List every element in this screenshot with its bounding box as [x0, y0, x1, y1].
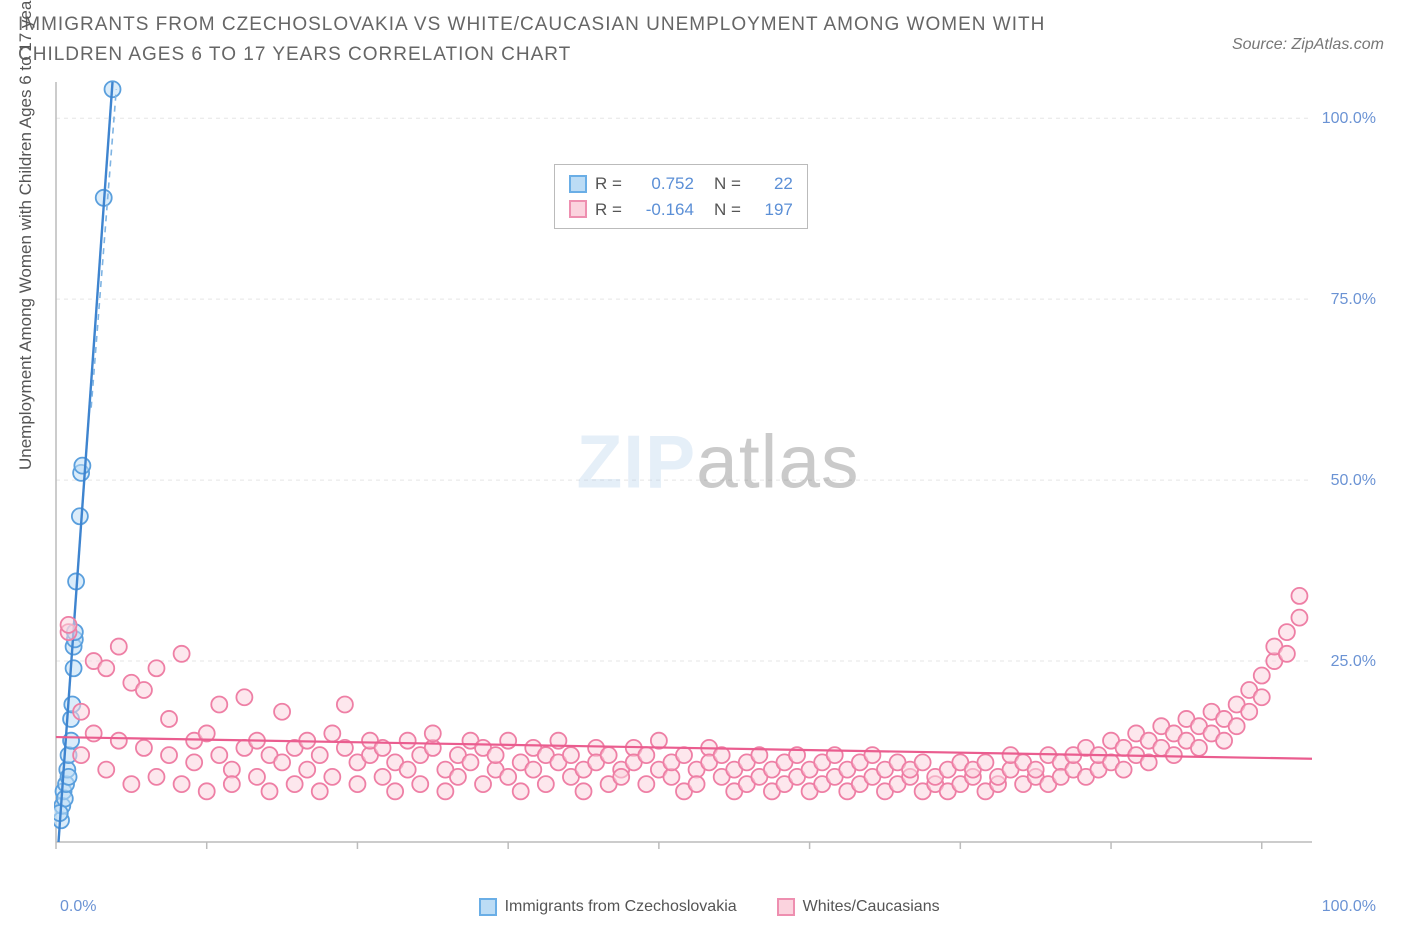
- source-text: Source: ZipAtlas.com: [1232, 36, 1384, 54]
- legend-item-1: Immigrants from Czechoslovakia: [479, 898, 737, 916]
- legend-label: Immigrants from Czechoslovakia: [505, 898, 737, 916]
- stat-r-value: -0.164: [630, 197, 694, 223]
- watermark-atlas: atlas: [696, 419, 859, 503]
- legend-label: Whites/Caucasians: [803, 898, 940, 916]
- y-axis-label: Unemployment Among Women with Children A…: [16, 0, 36, 470]
- x-min-label: 0.0%: [60, 898, 96, 916]
- scatter-plot: 25.0% 50.0% 75.0% 100.0% ZIPatlas R = 0.752…: [54, 80, 1382, 860]
- x-axis-row: 0.0% Immigrants from Czechoslovakia Whit…: [54, 884, 1382, 930]
- stat-n-label: N =: [714, 171, 741, 197]
- stats-box: R = 0.752 N = 22 R = -0.164 N = 197: [554, 164, 808, 229]
- watermark: ZIPatlas: [576, 418, 859, 504]
- swatch-icon: [569, 175, 587, 193]
- stat-r-label: R =: [595, 197, 622, 223]
- stat-r-label: R =: [595, 171, 622, 197]
- stat-n-label: N =: [714, 197, 741, 223]
- swatch-icon: [777, 898, 795, 916]
- legend-item-2: Whites/Caucasians: [777, 898, 940, 916]
- stat-n-value: 197: [749, 197, 793, 223]
- watermark-zip: ZIP: [576, 419, 696, 503]
- stats-row-1: R = 0.752 N = 22: [569, 171, 793, 197]
- x-legend: Immigrants from Czechoslovakia Whites/Ca…: [479, 898, 940, 916]
- stat-r-value: 0.752: [630, 171, 694, 197]
- swatch-icon: [569, 200, 587, 218]
- svg-text:50.0%: 50.0%: [1331, 472, 1376, 489]
- chart-title: IMMIGRANTS FROM CZECHOSLOVAKIA VS WHITE/…: [18, 10, 1118, 71]
- x-max-label: 100.0%: [1322, 898, 1376, 916]
- svg-text:25.0%: 25.0%: [1331, 653, 1376, 670]
- stats-row-2: R = -0.164 N = 197: [569, 197, 793, 223]
- svg-text:100.0%: 100.0%: [1322, 110, 1376, 127]
- svg-text:75.0%: 75.0%: [1331, 291, 1376, 308]
- stat-n-value: 22: [749, 171, 793, 197]
- swatch-icon: [479, 898, 497, 916]
